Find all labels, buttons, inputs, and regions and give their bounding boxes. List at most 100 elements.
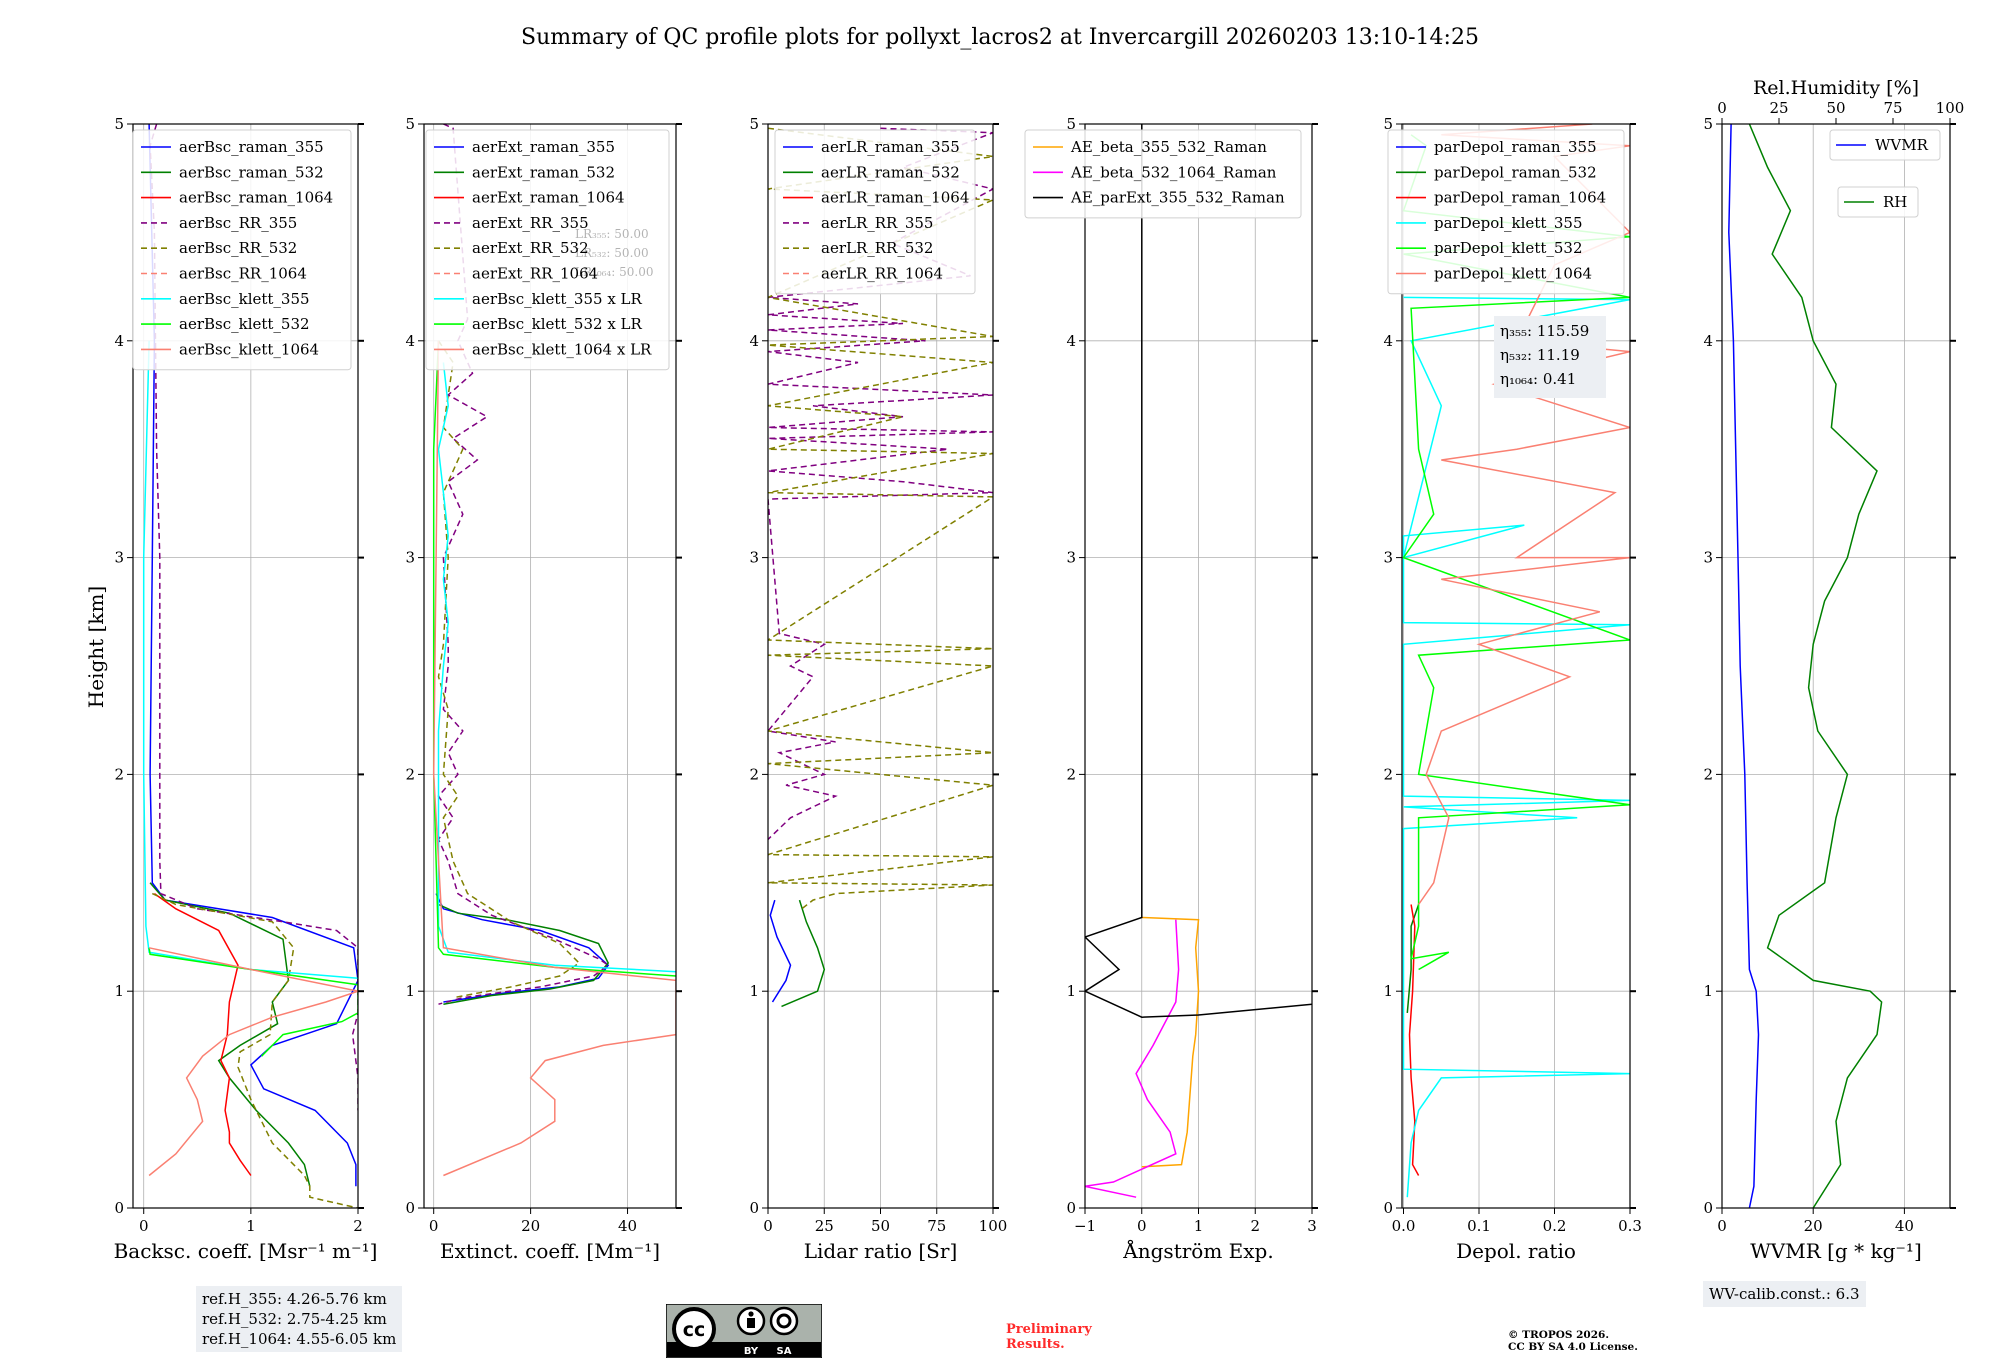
legend-label-aerBsc_klett_1064: aerBsc_klett_1064 bbox=[179, 340, 319, 358]
y-tick-label: 5 bbox=[749, 115, 759, 133]
y-tick-label: 3 bbox=[405, 549, 415, 567]
series-aerBsc_klett_532 bbox=[148, 947, 358, 1057]
lidar-ratio-legend: aerLR_raman_355 aerLR_raman_532 aerLR_rama… bbox=[774, 129, 976, 295]
angstrom-series bbox=[1085, 124, 1312, 1198]
x-tick-label: 0 bbox=[139, 1217, 149, 1235]
x-tick-label: 25 bbox=[815, 1217, 834, 1235]
x-tick-label: 2 bbox=[353, 1217, 363, 1235]
series-aerExt_raman_532 bbox=[438, 903, 610, 1005]
series-aerExt_RR_532 bbox=[437, 340, 581, 999]
y-tick-label: 1 bbox=[114, 982, 124, 1000]
x-tick-label: 2 bbox=[1250, 1217, 1260, 1235]
y-tick-label: 3 bbox=[114, 549, 124, 567]
figure-title: Summary of QC profile plots for pollyxt_… bbox=[521, 25, 1479, 50]
depolarization-frame bbox=[1401, 123, 1631, 1209]
x-tick-label: 0.0 bbox=[1392, 1217, 1416, 1235]
ref-height-1064: ref.H_1064: 4.55-6.05 km bbox=[202, 1330, 397, 1348]
x-axis-label: Lidar ratio [Sr] bbox=[804, 1239, 958, 1263]
series-aerLR_raman_355 bbox=[769, 899, 792, 1003]
legend-label-aerExt_raman_532: aerExt_raman_532 bbox=[472, 163, 615, 181]
y-axis-label: Height [km] bbox=[84, 586, 108, 708]
x-tick-label: 20 bbox=[521, 1217, 540, 1235]
x-axis-label: Depol. ratio bbox=[1456, 1239, 1576, 1263]
y-tick-label: 2 bbox=[1383, 765, 1393, 783]
x-tick-label: −1 bbox=[1074, 1217, 1096, 1235]
x-tick-label: 40 bbox=[618, 1217, 637, 1235]
legend-label-parDepol_klett_532: parDepol_klett_532 bbox=[1434, 239, 1583, 257]
legend-box bbox=[132, 129, 352, 371]
legend-box bbox=[1837, 186, 1919, 218]
x-tick-label: 0.2 bbox=[1543, 1217, 1567, 1235]
water-vapor-legend: WVMR RH bbox=[1829, 129, 1941, 218]
series-RH bbox=[1748, 124, 1883, 1208]
legend-label-aerBsc_raman_1064: aerBsc_raman_1064 bbox=[179, 189, 333, 207]
backscatter-legend: aerBsc_raman_355 aerBsc_raman_532 aerBsc_r… bbox=[132, 129, 352, 371]
legend-box bbox=[1829, 129, 1941, 161]
lidar-ratio-series bbox=[768, 127, 993, 1008]
y-tick-label: 2 bbox=[1066, 765, 1076, 783]
top-x-tick-label: 75 bbox=[1883, 99, 1902, 117]
series-aerExt_raman_355 bbox=[435, 893, 610, 1003]
panel-depolarization: 0.0 0.1 0.2 0.3 0 1 2 3 4 5 Depol. ratio parDepol_r… bbox=[1383, 115, 1641, 1263]
series-aerBsc_klett_1064 bbox=[148, 947, 358, 1177]
y-tick-label: 1 bbox=[1383, 982, 1393, 1000]
series-aerBsc_RR_532 bbox=[151, 892, 358, 1208]
legend-label-aerLR_RR_532: aerLR_RR_532 bbox=[821, 239, 933, 257]
series-aerBsc_raman_355 bbox=[148, 124, 358, 1187]
legend-box bbox=[425, 129, 670, 371]
legend-label-aerExt_RR_532: aerExt_RR_532 bbox=[472, 239, 589, 257]
legend-label-aerBsc_klett_532 x LR: aerBsc_klett_532 x LR bbox=[472, 315, 643, 333]
y-tick-label: 5 bbox=[1066, 115, 1076, 133]
preliminary-line-1: Preliminary bbox=[1006, 1322, 1092, 1337]
series-aerLR_RR_532 bbox=[768, 127, 993, 910]
lidar-ratio-axes: 0 25 50 75 100 0 1 2 3 4 5 Lidar ratio [Sr] bbox=[749, 115, 1007, 1263]
reference-heights-box: ref.H_355: 4.26-5.76 km ref.H_532: 2.75-… bbox=[196, 1286, 403, 1352]
y-tick-label: 2 bbox=[114, 765, 124, 783]
x-tick-label: 50 bbox=[871, 1217, 890, 1235]
panel-lidar-ratio: 0 25 50 75 100 0 1 2 3 4 5 Lidar ratio [Sr] aerLR_ra… bbox=[749, 115, 1007, 1263]
angstrom-grid bbox=[1084, 123, 1313, 1209]
legend-label-aerBsc_klett_532: aerBsc_klett_532 bbox=[179, 315, 310, 333]
wv-calibration-box: WV-calib.const.: 6.3 bbox=[1703, 1281, 1866, 1307]
legend-label-aerBsc_RR_532: aerBsc_RR_532 bbox=[179, 239, 297, 257]
legend-label-parDepol_raman_1064: parDepol_raman_1064 bbox=[1434, 189, 1606, 207]
copyright-line-2: CC BY SA 4.0 License. bbox=[1508, 1341, 1638, 1353]
legend-label-parDepol_raman_532: parDepol_raman_532 bbox=[1434, 163, 1597, 181]
panel-extinction: 0 20 40 0 1 2 3 4 5 Extinct. coeff. [Mm⁻¹] aerExt_… bbox=[405, 115, 682, 1263]
annotation-line: LR₃₅₅: 50.00 bbox=[575, 227, 649, 241]
annotation-line: η₅₃₂: 11.19 bbox=[1500, 346, 1580, 364]
copyright-note: © TROPOS 2026. CC BY SA 4.0 License. bbox=[1508, 1329, 1638, 1353]
legend-label-aerLR_raman_355: aerLR_raman_355 bbox=[821, 138, 960, 156]
series-aerBsc_raman_532 bbox=[149, 882, 311, 1187]
series-AE_beta_355_532_Raman bbox=[1141, 916, 1200, 1168]
extinction-legend: aerExt_raman_355 aerExt_raman_532 aerExt_r… bbox=[425, 129, 670, 371]
by-label: BY bbox=[744, 1346, 759, 1357]
y-tick-label: 2 bbox=[1703, 765, 1713, 783]
x-tick-label: 0 bbox=[1137, 1217, 1147, 1235]
water-vapor-frame bbox=[1721, 123, 1951, 1209]
series-AE_parExt_355_532_Raman bbox=[1085, 124, 1312, 1018]
y-tick-label: 2 bbox=[749, 765, 759, 783]
y-tick-label: 0 bbox=[405, 1199, 415, 1217]
legend-label-aerExt_raman_355: aerExt_raman_355 bbox=[472, 138, 615, 156]
annotation-line: η₃₅₅: 115.59 bbox=[1500, 322, 1589, 340]
copyright-line-1: © TROPOS 2026. bbox=[1508, 1329, 1610, 1341]
legend-label-parDepol_raman_355: parDepol_raman_355 bbox=[1434, 138, 1597, 156]
y-tick-label: 5 bbox=[1383, 115, 1393, 133]
cc-by-sa-license-badge: cc BY SA bbox=[666, 1304, 822, 1358]
legend-label-aerBsc_RR_355: aerBsc_RR_355 bbox=[179, 214, 297, 232]
x-tick-label: 0 bbox=[429, 1217, 439, 1235]
x-tick-label: 0 bbox=[1717, 1217, 1727, 1235]
top-x-tick-label: 100 bbox=[1936, 99, 1965, 117]
y-tick-label: 3 bbox=[749, 549, 759, 567]
y-tick-label: 3 bbox=[1703, 549, 1713, 567]
annotation-line: LR₁₀₆₄: 50.00 bbox=[575, 265, 653, 279]
legend-label-AE_parExt_355_532_Raman: AE_parExt_355_532_Raman bbox=[1070, 189, 1285, 207]
y-tick-label: 4 bbox=[114, 332, 124, 350]
y-tick-label: 5 bbox=[114, 115, 124, 133]
x-tick-label: 40 bbox=[1895, 1217, 1914, 1235]
series-AE_beta_532_1064_Raman bbox=[1085, 919, 1180, 1198]
legend-label-aerLR_raman_532: aerLR_raman_532 bbox=[821, 163, 960, 181]
